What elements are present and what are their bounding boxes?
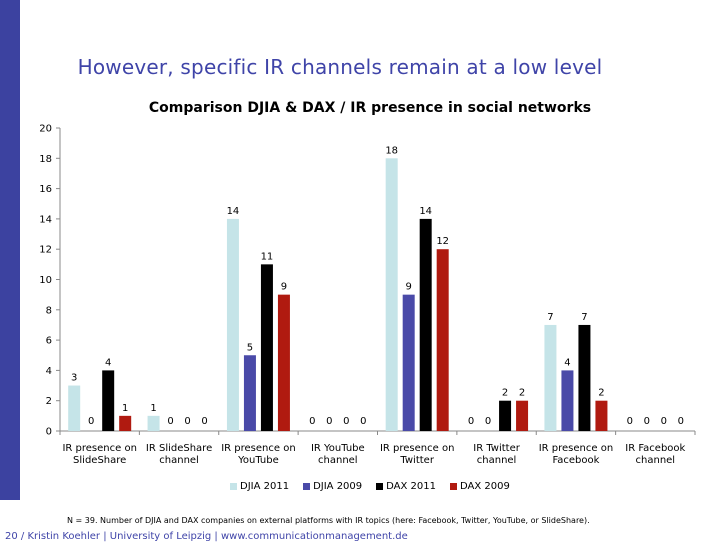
data-label: 3: [71, 373, 77, 384]
x-category-label: YouTube: [237, 455, 279, 466]
bar: [561, 370, 574, 431]
x-category-label: IR presence on: [380, 443, 454, 454]
data-label: 9: [406, 282, 412, 293]
legend-label-dax-2011: DAX 2011: [386, 481, 436, 492]
data-label: 0: [627, 416, 633, 427]
data-label: 0: [360, 416, 366, 427]
data-label: 5: [247, 342, 253, 353]
data-label: 14: [419, 206, 432, 217]
legend-item-dax-2011: DAX 2011: [376, 481, 436, 492]
bar: [544, 324, 557, 431]
data-label: 1: [150, 403, 156, 414]
bar: [119, 415, 132, 431]
bar: [402, 294, 415, 431]
y-tick-label: 10: [39, 275, 52, 286]
data-label: 14: [227, 206, 240, 217]
bar: [419, 218, 432, 431]
x-category-label: channel: [159, 455, 199, 466]
y-tick-label: 16: [39, 184, 52, 195]
data-label: 0: [167, 416, 173, 427]
data-label: 0: [661, 416, 667, 427]
x-category-label: Twitter: [399, 455, 434, 466]
legend-item-djia-2009: DJIA 2009: [303, 481, 362, 492]
x-category-label: channel: [477, 455, 517, 466]
x-category-label: SlideShare: [73, 455, 126, 466]
data-label: 18: [385, 145, 398, 156]
data-label: 0: [678, 416, 684, 427]
data-label: 4: [105, 357, 111, 368]
data-label: 0: [644, 416, 650, 427]
footnote: N = 39. Number of DJIA and DAX companies…: [67, 516, 590, 525]
legend-label-djia-2011: DJIA 2011: [240, 481, 290, 492]
data-label: 2: [598, 388, 604, 399]
data-label: 4: [564, 357, 570, 368]
data-label: 7: [547, 312, 553, 323]
bar: [147, 415, 160, 431]
x-category-label: channel: [636, 455, 676, 466]
bar: [68, 385, 81, 431]
data-label: 1: [122, 403, 128, 414]
bar: [385, 158, 398, 432]
x-category-label: IR presence on: [62, 443, 136, 454]
accent-sidebar: [0, 0, 20, 500]
bar: [277, 294, 290, 431]
y-tick-label: 2: [46, 396, 52, 407]
legend-label-dax-2009: DAX 2009: [460, 481, 510, 492]
legend-swatch-dax-2011: [376, 483, 384, 490]
footer-credit: 20 / Kristin Koehler | University of Lei…: [5, 531, 408, 542]
y-tick-label: 4: [46, 366, 52, 377]
data-label: 0: [184, 416, 190, 427]
bar: [595, 400, 608, 431]
data-label: 0: [88, 416, 94, 427]
bar: [102, 370, 115, 431]
bar: [243, 355, 256, 431]
data-label: 0: [468, 416, 474, 427]
legend-swatch-djia-2011: [230, 483, 237, 490]
y-tick-label: 18: [39, 154, 52, 165]
y-tick-label: 20: [39, 124, 52, 135]
data-label: 11: [261, 251, 274, 262]
chart-title: Comparison DJIA & DAX / IR presence in s…: [148, 100, 592, 116]
x-category-label: IR Twitter: [473, 443, 520, 454]
legend-swatch-dax-2009: [450, 483, 457, 490]
data-label: 2: [502, 388, 508, 399]
x-category-label: IR presence on: [221, 443, 295, 454]
y-tick-label: 6: [46, 336, 52, 347]
data-label: 12: [436, 236, 449, 247]
bar: [226, 218, 239, 431]
data-label: 7: [581, 312, 587, 323]
legend-item-dax-2009: DAX 2009: [450, 481, 510, 492]
y-tick-label: 8: [46, 305, 52, 316]
y-tick-label: 14: [39, 214, 52, 225]
x-category-label: channel: [318, 455, 358, 466]
x-category-label: IR presence on: [539, 443, 613, 454]
data-label: 0: [326, 416, 332, 427]
data-label: 9: [281, 282, 287, 293]
data-label: 0: [343, 416, 349, 427]
x-category-label: IR Facebook: [625, 443, 685, 454]
chart-legend: DJIA 2011 DJIA 2009 DAX 2011 DAX 2009: [230, 481, 510, 492]
data-label: 0: [485, 416, 491, 427]
x-category-label: IR YouTube: [311, 443, 365, 454]
data-label: 2: [519, 388, 525, 399]
bar: [436, 249, 449, 431]
x-category-label: IR SlideShare: [146, 443, 212, 454]
y-tick-label: 12: [39, 245, 52, 256]
bar: [516, 400, 529, 431]
bar: [499, 400, 512, 431]
bar: [578, 324, 591, 431]
bar: [260, 264, 273, 431]
data-label: 0: [201, 416, 207, 427]
y-tick-label: 0: [46, 427, 52, 438]
data-label: 0: [309, 416, 315, 427]
legend-item-djia-2011: DJIA 2011: [230, 481, 289, 492]
legend-swatch-djia-2009: [303, 483, 311, 490]
legend-label-djia-2009: DJIA 2009: [313, 481, 363, 492]
slide-title: However, specific IR channels remain at …: [77, 55, 603, 79]
x-category-label: Facebook: [552, 455, 599, 466]
